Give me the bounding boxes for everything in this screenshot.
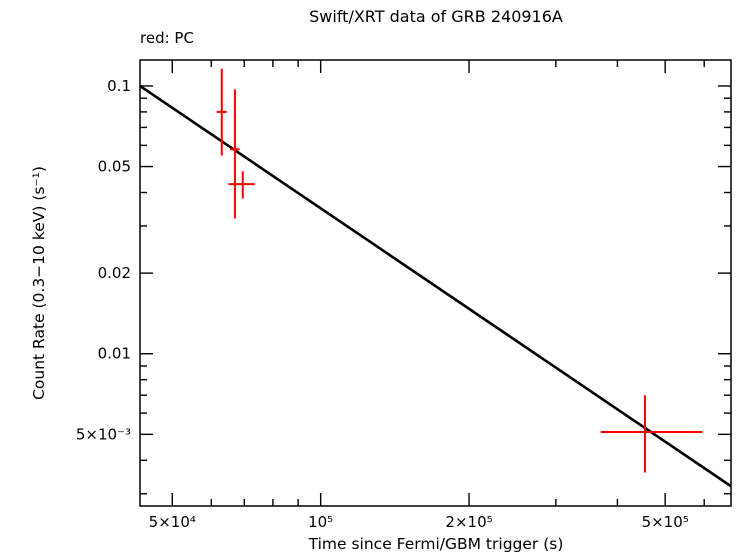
x-tick-label: 10⁵ <box>308 513 333 531</box>
legend-label: red: PC <box>140 29 194 47</box>
x-axis-label: Time since Fermi/GBM trigger (s) <box>308 535 564 553</box>
y-tick-label: 0.02 <box>98 264 131 282</box>
y-tick-label: 0.01 <box>98 345 131 363</box>
x-tick-label: 5×10⁵ <box>642 513 689 531</box>
data-point-cross <box>228 171 255 199</box>
y-tick-label: 0.1 <box>107 77 131 95</box>
plot-frame-layer: 5×10⁴ 10⁵ 2×10⁵ 5×10⁵ 0.1 0.05 0.02 0.01 5×10⁻³ <box>76 59 732 531</box>
data-point-cross <box>230 89 240 219</box>
y-axis-label: Count Rate (0.3−10 keV) (s⁻¹) <box>30 166 48 400</box>
plot-data-layer <box>139 68 732 488</box>
y-tick-label: 0.05 <box>98 158 131 176</box>
chart-title: Swift/XRT data of GRB 240916A <box>309 7 563 26</box>
x-tick-label: 2×10⁵ <box>445 513 492 531</box>
x-tick-label: 5×10⁴ <box>149 513 196 531</box>
y-tick-label: 5×10⁻³ <box>76 425 131 443</box>
data-point-cross <box>216 68 227 156</box>
data-point-cross <box>600 395 703 473</box>
fit-line <box>139 84 732 488</box>
plot-frame <box>139 59 732 507</box>
